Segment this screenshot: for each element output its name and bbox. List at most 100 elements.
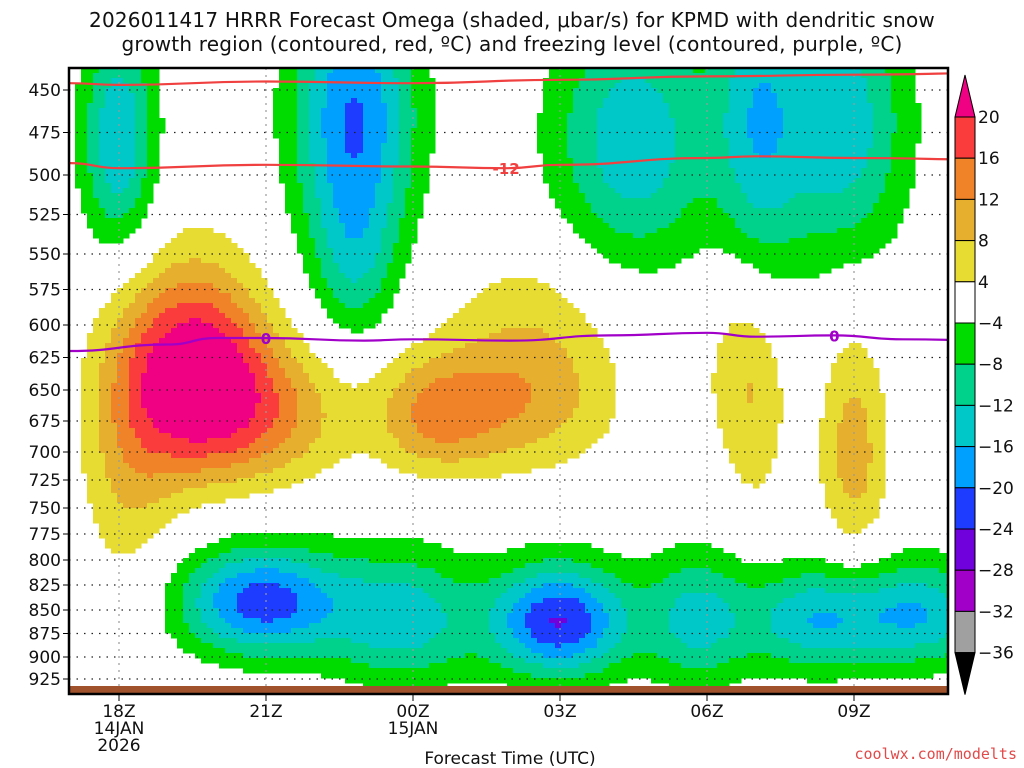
omega-cell	[261, 603, 268, 609]
omega-cell	[147, 438, 154, 444]
omega-cell	[339, 158, 346, 164]
omega-cell	[363, 678, 370, 684]
omega-cell	[219, 598, 226, 604]
omega-cell	[141, 153, 148, 159]
omega-cell	[285, 453, 292, 459]
omega-cell	[165, 308, 172, 314]
omega-cell	[429, 613, 436, 619]
omega-cell	[261, 468, 268, 474]
omega-cell	[255, 418, 262, 424]
omega-cell	[309, 228, 316, 234]
omega-cell	[309, 603, 316, 609]
omega-cell	[189, 428, 196, 434]
omega-cell	[141, 468, 148, 474]
omega-cell	[303, 558, 310, 564]
omega-cell	[363, 603, 370, 609]
omega-cell	[381, 213, 388, 219]
omega-cell	[321, 253, 328, 259]
omega-cell	[81, 423, 88, 429]
omega-cell	[369, 543, 376, 549]
omega-cell	[117, 113, 124, 119]
omega-cell	[261, 398, 268, 404]
omega-cell	[231, 558, 238, 564]
omega-cell	[417, 358, 424, 364]
omega-cell	[177, 628, 184, 634]
omega-cell	[219, 573, 226, 579]
omega-cell	[363, 673, 370, 679]
omega-cell	[327, 613, 334, 619]
omega-cell	[129, 513, 136, 519]
omega-cell	[153, 523, 160, 529]
omega-cell	[309, 468, 316, 474]
omega-cell	[81, 183, 88, 189]
omega-cell	[129, 113, 136, 119]
omega-cell	[351, 143, 358, 149]
omega-cell	[399, 598, 406, 604]
omega-cell	[387, 558, 394, 564]
omega-cell	[273, 128, 280, 134]
omega-cell	[219, 468, 226, 474]
omega-cell	[135, 93, 142, 99]
omega-cell	[279, 603, 286, 609]
omega-cell	[339, 603, 346, 609]
omega-cell	[333, 263, 340, 269]
omega-cell	[333, 418, 340, 424]
omega-cell	[159, 338, 166, 344]
omega-cell	[345, 183, 352, 189]
omega-cell	[81, 358, 88, 364]
omega-cell	[105, 508, 112, 514]
omega-cell	[243, 623, 250, 629]
omega-cell	[321, 578, 328, 584]
omega-cell	[135, 138, 142, 144]
omega-cell	[171, 593, 178, 599]
omega-cell	[405, 223, 412, 229]
omega-cell	[339, 248, 346, 254]
omega-cell	[243, 548, 250, 554]
omega-cell	[357, 298, 364, 304]
omega-cell	[219, 588, 226, 594]
omega-cell	[225, 423, 232, 429]
omega-cell	[309, 233, 316, 239]
omega-cell	[195, 408, 202, 414]
omega-cell	[147, 503, 154, 509]
omega-cell	[327, 458, 334, 464]
omega-cell	[171, 488, 178, 494]
omega-cell	[315, 588, 322, 594]
omega-cell	[333, 298, 340, 304]
omega-cell	[165, 483, 172, 489]
omega-cell	[225, 278, 232, 284]
omega-cell	[105, 208, 112, 214]
omega-cell	[333, 458, 340, 464]
omega-cell	[273, 548, 280, 554]
omega-cell	[129, 498, 136, 504]
omega-cell	[135, 73, 142, 79]
omega-cell	[147, 498, 154, 504]
omega-cell	[171, 468, 178, 474]
omega-cell	[405, 648, 412, 654]
omega-cell	[381, 288, 388, 294]
omega-cell	[183, 323, 190, 329]
omega-cell	[321, 548, 328, 554]
omega-cell	[429, 468, 436, 474]
omega-cell	[423, 93, 430, 99]
omega-cell	[297, 458, 304, 464]
omega-cell	[255, 323, 262, 329]
omega-cell	[237, 633, 244, 639]
omega-cell	[315, 103, 322, 109]
omega-cell	[369, 573, 376, 579]
omega-cell	[243, 658, 250, 664]
omega-cell	[183, 478, 190, 484]
omega-cell	[237, 353, 244, 359]
omega-cell	[423, 648, 430, 654]
omega-cell	[123, 128, 130, 134]
omega-cell	[135, 98, 142, 104]
omega-cell	[345, 668, 352, 674]
omega-cell	[207, 548, 214, 554]
omega-cell	[381, 613, 388, 619]
omega-cell	[327, 303, 334, 309]
omega-cell	[363, 613, 370, 619]
omega-cell	[159, 343, 166, 349]
omega-cell	[165, 328, 172, 334]
omega-cell	[309, 218, 316, 224]
omega-cell	[327, 403, 334, 409]
